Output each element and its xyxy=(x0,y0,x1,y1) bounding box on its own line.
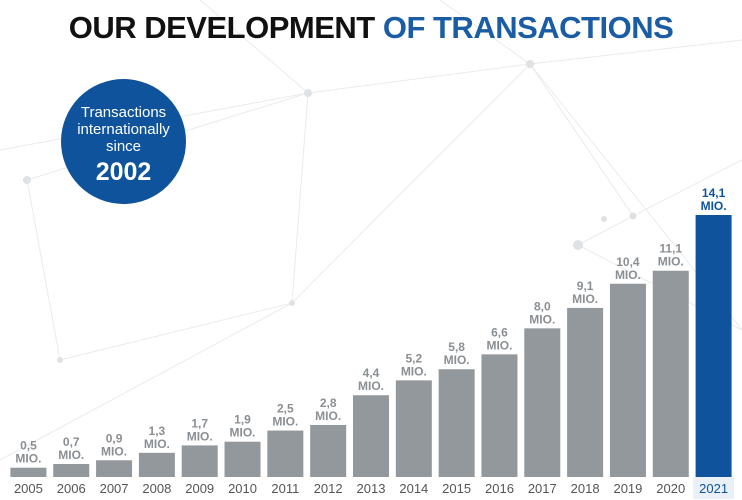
value-label-2012: 2,8 xyxy=(320,396,337,410)
unit-label-2015: MIO. xyxy=(444,353,470,367)
bar-2010 xyxy=(224,441,261,477)
tick-label-2015: 2015 xyxy=(442,481,471,496)
bar-2011 xyxy=(267,430,304,477)
unit-label-2013: MIO. xyxy=(358,379,384,393)
bar-2018 xyxy=(567,307,604,477)
unit-label-2018: MIO. xyxy=(572,292,598,306)
bar-2017 xyxy=(524,328,561,477)
tick-label-2013: 2013 xyxy=(357,481,386,496)
bar-2009 xyxy=(181,445,218,477)
value-label-2008: 1,3 xyxy=(149,424,166,438)
value-label-2018: 9,1 xyxy=(577,279,594,293)
bar-2015 xyxy=(438,369,475,477)
unit-label-2011: MIO. xyxy=(272,415,298,429)
bar-2020 xyxy=(652,270,689,477)
unit-label-2014: MIO. xyxy=(401,364,427,378)
value-label-2016: 6,6 xyxy=(491,325,508,339)
unit-label-2019: MIO. xyxy=(615,268,641,282)
value-label-2013: 4,4 xyxy=(363,366,380,380)
tick-label-2021: 2021 xyxy=(699,481,728,496)
tick-label-2018: 2018 xyxy=(571,481,600,496)
title-part-1: OUR DEVELOPMENT xyxy=(68,10,375,45)
unit-label-2005: MIO. xyxy=(15,452,41,466)
tick-label-2019: 2019 xyxy=(613,481,642,496)
page-title: OUR DEVELOPMENT OF TRANSACTIONS xyxy=(0,10,742,46)
since-badge: Transactions internationally since 2002 xyxy=(61,79,186,204)
bar-2008 xyxy=(138,452,175,477)
tick-label-2016: 2016 xyxy=(485,481,514,496)
badge-line-3: since xyxy=(105,138,142,155)
unit-label-2021: MIO. xyxy=(701,199,727,213)
bar-2012 xyxy=(310,424,347,477)
badge-year: 2002 xyxy=(95,158,152,186)
tick-label-2014: 2014 xyxy=(399,481,428,496)
bar-2014 xyxy=(395,380,432,477)
value-label-2009: 1,7 xyxy=(191,416,208,430)
value-label-2006: 0,7 xyxy=(63,435,80,449)
tick-label-2006: 2006 xyxy=(57,481,86,496)
unit-label-2016: MIO. xyxy=(486,338,512,352)
bar-2005 xyxy=(10,467,47,477)
bar-2021 xyxy=(695,215,732,477)
unit-label-2010: MIO. xyxy=(230,426,256,440)
tick-label-2009: 2009 xyxy=(185,481,214,496)
bar-2016 xyxy=(481,354,518,477)
tick-label-2008: 2008 xyxy=(142,481,171,496)
value-label-2017: 8,0 xyxy=(534,299,551,313)
value-label-2011: 2,5 xyxy=(277,402,294,416)
tick-label-2011: 2011 xyxy=(271,481,299,496)
bar-2013 xyxy=(353,395,389,477)
value-label-2010: 1,9 xyxy=(234,413,251,427)
value-label-2014: 5,2 xyxy=(405,351,422,365)
unit-label-2009: MIO. xyxy=(187,429,213,443)
unit-label-2012: MIO. xyxy=(315,409,341,423)
value-label-2020: 11,1 xyxy=(659,242,682,256)
tick-label-2007: 2007 xyxy=(100,481,129,496)
badge-line-1: Transactions xyxy=(80,104,167,121)
unit-label-2006: MIO. xyxy=(58,448,84,462)
bar-2019 xyxy=(609,283,646,477)
value-label-2019: 10,4 xyxy=(616,255,640,269)
tick-label-2010: 2010 xyxy=(228,481,257,496)
unit-label-2007: MIO. xyxy=(101,444,127,458)
bar-2006 xyxy=(53,463,90,477)
title-part-2: OF TRANSACTIONS xyxy=(382,10,674,45)
highlight-year-background xyxy=(693,477,734,499)
value-label-2007: 0,9 xyxy=(106,431,123,445)
tick-label-2017: 2017 xyxy=(528,481,557,496)
tick-label-2020: 2020 xyxy=(656,481,685,496)
tick-label-2005: 2005 xyxy=(14,481,43,496)
unit-label-2008: MIO. xyxy=(144,437,170,451)
unit-label-2020: MIO. xyxy=(658,255,684,269)
unit-label-2017: MIO. xyxy=(529,312,555,326)
value-label-2021: 14,1 xyxy=(702,186,726,200)
badge-line-2: internationally xyxy=(77,121,170,138)
value-label-2005: 0,5 xyxy=(20,439,37,453)
tick-label-2012: 2012 xyxy=(314,481,343,496)
value-label-2015: 5,8 xyxy=(448,340,465,354)
bar-2007 xyxy=(96,460,133,477)
